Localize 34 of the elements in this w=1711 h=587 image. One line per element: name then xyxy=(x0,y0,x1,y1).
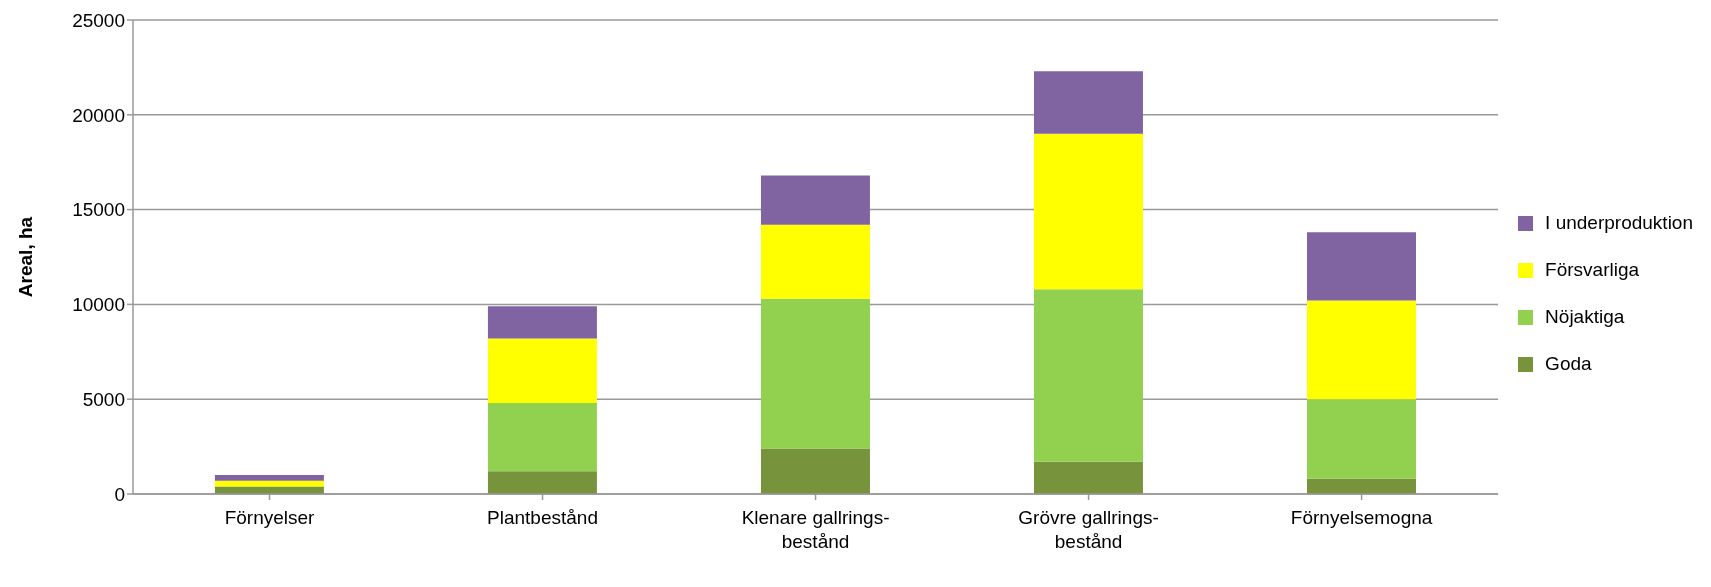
x-tick-label: Förnyelser xyxy=(224,507,316,528)
bar xyxy=(1033,71,1143,134)
bar xyxy=(1033,133,1143,290)
bar xyxy=(760,175,870,225)
bar xyxy=(487,338,597,403)
y-tick-label: 25000 xyxy=(72,9,125,31)
bar xyxy=(1306,300,1416,400)
bar xyxy=(1306,399,1416,479)
bar xyxy=(1306,232,1416,301)
y-tick-label: 10000 xyxy=(72,294,125,316)
x-tick-label: Grövre gallrings- bestånd xyxy=(1018,507,1159,552)
bar xyxy=(760,224,870,299)
bar xyxy=(1306,478,1416,494)
legend-label: Goda xyxy=(1545,353,1592,375)
y-tick-label: 5000 xyxy=(82,388,125,410)
x-tick-label: Plantbestånd xyxy=(487,507,598,528)
x-tick-label: Klenare gallrings- bestånd xyxy=(741,507,890,552)
bar xyxy=(1033,461,1143,494)
y-axis-title: Areal, ha xyxy=(14,216,36,298)
bar xyxy=(487,471,597,494)
y-tick-label: 0 xyxy=(114,483,125,505)
bar xyxy=(760,298,870,449)
bar xyxy=(214,475,324,481)
legend-label: Nöjaktiga xyxy=(1545,306,1625,328)
bar xyxy=(214,486,324,494)
y-tick-label: 15000 xyxy=(72,199,125,221)
bar xyxy=(760,448,870,494)
bar xyxy=(487,306,597,339)
y-tick-label: 20000 xyxy=(72,104,125,126)
legend-label: Försvarliga xyxy=(1545,259,1640,281)
legend-label: I underproduktion xyxy=(1545,212,1693,234)
bar xyxy=(1033,289,1143,462)
x-tick-label: Förnyelsemogna xyxy=(1290,507,1433,528)
bar xyxy=(487,402,597,472)
